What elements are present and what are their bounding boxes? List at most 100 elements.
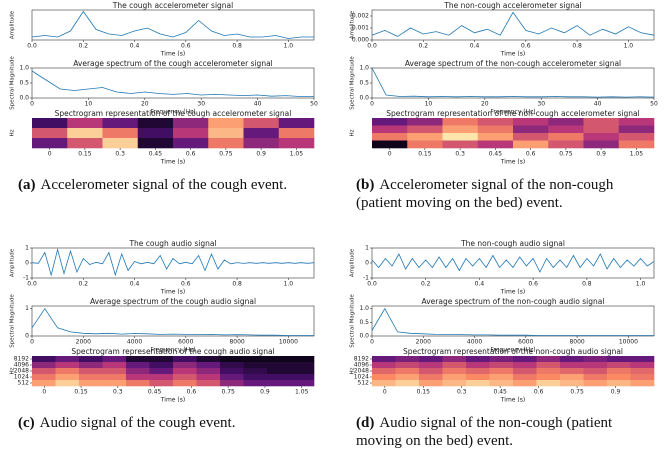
y-tick-label: 4096 (354, 361, 369, 368)
y-tick-label: 0.5 (359, 80, 369, 87)
y-axis-label: Amplitude (350, 248, 356, 277)
heatmap-cell (102, 380, 127, 387)
x-tick-label: 0.8 (232, 281, 242, 288)
heatmap-cell (442, 140, 479, 149)
caption-label: (b) (356, 177, 375, 193)
heatmap-cell (536, 356, 561, 363)
heatmap-cell (137, 118, 174, 129)
x-tick-label: 0.6 (181, 43, 191, 50)
heatmap-cell (583, 356, 608, 363)
x-tick-label: 0.6 (534, 389, 544, 396)
x-tick-label: 1.0 (284, 43, 294, 50)
heatmap-cell (137, 128, 174, 139)
y-axis-label: Spectral Magnitude (350, 294, 356, 348)
x-tick-label: 1.0 (636, 281, 646, 288)
heatmap-cell (489, 362, 514, 369)
x-tick-label: 0.15 (74, 389, 88, 396)
caption-text: Accelerometer signal of the cough event. (40, 177, 288, 193)
heatmap-cell (196, 380, 221, 387)
heatmap-cell (372, 118, 408, 126)
heatmap-cell (149, 380, 174, 387)
x-axis-label: Time (s) (160, 159, 185, 166)
x-tick-label: 0.45 (494, 389, 508, 396)
heatmap-cell (278, 118, 315, 129)
heatmap-cell (290, 380, 315, 387)
heatmap-cell (442, 133, 479, 141)
x-tick-label: 0.6 (187, 389, 197, 396)
chart-title: Average spectrum of the non-cough accele… (405, 59, 621, 68)
heatmap-cell (548, 125, 584, 134)
chart-title: Average spectrum of the cough audio sign… (90, 297, 256, 306)
heatmap-cell (79, 356, 103, 363)
y-tick-label: 8192 (354, 355, 369, 362)
signal-line (31, 307, 314, 336)
x-tick-label: 0.2 (421, 281, 431, 288)
plot-frame (31, 305, 315, 337)
heatmap-cell (477, 133, 514, 141)
chart-title: The cough accelerometer signal (112, 1, 234, 10)
heatmap-cell (583, 380, 608, 387)
heatmap-cell (513, 374, 537, 381)
x-tick-label: 0.75 (559, 151, 573, 158)
heatmap-cell (173, 128, 209, 139)
heatmap-cell (407, 125, 443, 134)
heatmap-cell (173, 368, 197, 375)
x-tick-label: 0.8 (232, 43, 242, 50)
x-axis-label: Time (s) (160, 51, 185, 58)
x-tick-label: 0.6 (521, 43, 531, 50)
heatmap-cell (372, 356, 396, 363)
heatmap-cell (583, 140, 620, 149)
heatmap-cell (243, 118, 280, 129)
x-tick-label: 1.0 (284, 281, 294, 288)
heatmap-cell (79, 362, 103, 369)
heatmap-cell (548, 118, 584, 126)
y-axis-label: Hz (350, 367, 356, 374)
y-tick-label: 8192 (14, 355, 29, 362)
y-axis-label: Hz (10, 129, 16, 136)
y-tick-label: 0.5 (359, 319, 369, 326)
signal-line (371, 253, 655, 273)
heatmap-cell (442, 125, 479, 134)
heatmap-cell (137, 138, 174, 149)
heatmap-cell (419, 380, 443, 387)
heatmap-cell (466, 362, 490, 369)
heatmap-cell (618, 125, 655, 134)
heatmap-cell (630, 380, 655, 387)
y-tick-label: 0.0 (19, 95, 29, 102)
y-tick-label: 0.002 (352, 13, 369, 20)
heatmap-cell (126, 368, 150, 375)
x-tick-label: 10 (425, 101, 433, 108)
heatmap-cell (477, 125, 514, 134)
heatmap-cell (102, 118, 139, 129)
signal-line (371, 67, 655, 98)
signal-line (31, 10, 314, 39)
heatmap-cell (372, 380, 396, 387)
heatmap-cell (618, 118, 655, 126)
y-tick-label: 1.0 (359, 305, 369, 312)
heatmap-cell (536, 368, 561, 375)
heatmap-cell (32, 374, 56, 381)
heatmap-cell (372, 125, 408, 134)
heatmap-cell (395, 368, 420, 375)
heatmap-cell (548, 133, 584, 141)
heatmap-cell (32, 380, 56, 387)
y-tick-label: 0 (365, 260, 369, 267)
x-tick-label: 0.2 (78, 281, 88, 288)
heatmap-cell (442, 368, 467, 375)
x-tick-label: 0.3 (455, 151, 465, 158)
y-axis-label: Hz (10, 367, 16, 374)
heatmap-cell (67, 118, 103, 129)
x-tick-label: 10000 (279, 339, 298, 346)
heatmap-cell (290, 362, 315, 369)
x-axis-label: Time (s) (500, 289, 525, 296)
signal-line (371, 11, 655, 37)
chart-title: Spectrogram representation of the non-co… (386, 109, 640, 118)
caption-text: Audio signal of the cough event. (39, 415, 236, 431)
x-tick-label: 0 (370, 339, 374, 346)
x-axis-label: Time (s) (160, 397, 185, 404)
heatmap-cell (32, 128, 68, 139)
y-axis-label: Spectral Magnitude (10, 56, 16, 110)
heatmap-cell (220, 356, 244, 363)
y-tick-label: -1 (363, 275, 369, 282)
x-tick-label: 1.05 (630, 151, 644, 158)
